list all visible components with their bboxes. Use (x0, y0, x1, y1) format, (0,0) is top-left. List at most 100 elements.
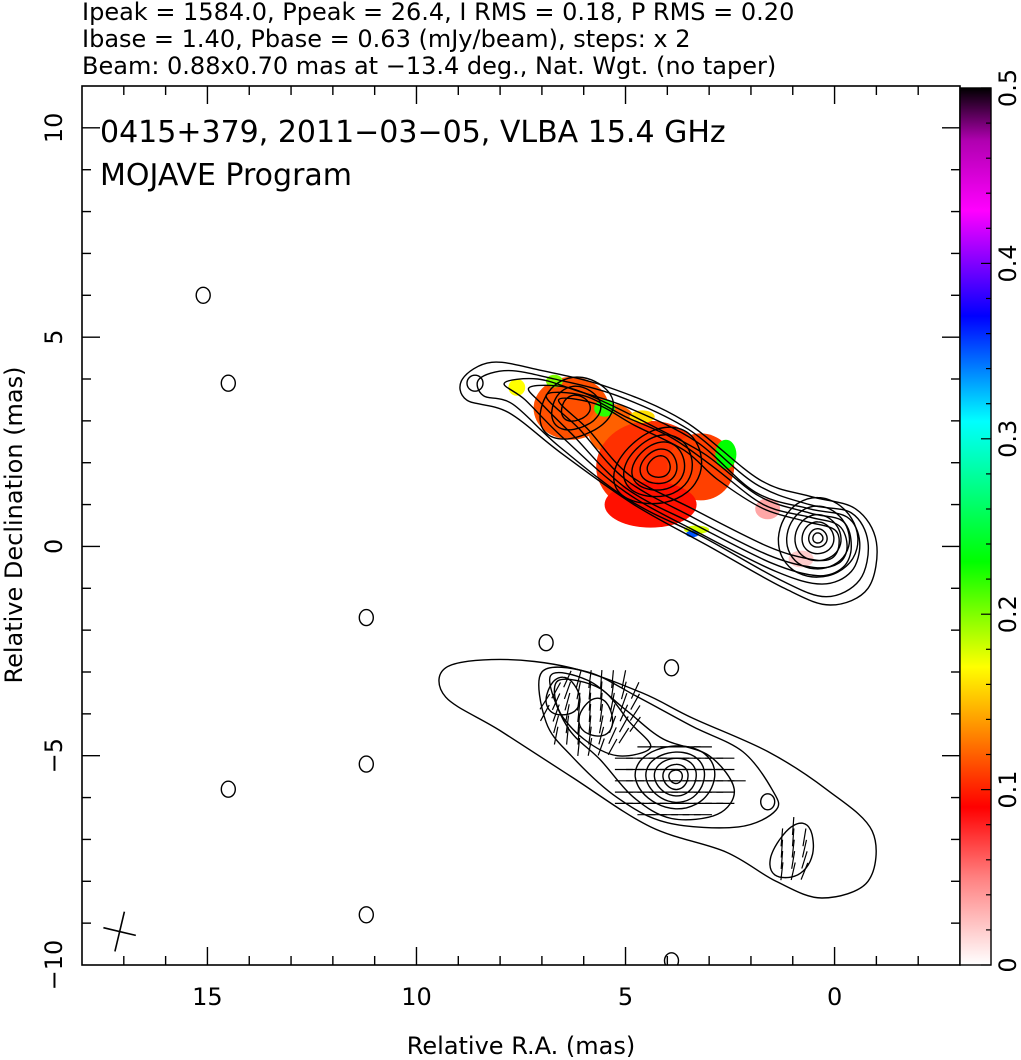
contour-line (545, 391, 848, 569)
evpa-vector (621, 670, 627, 689)
evpa-vector (551, 693, 561, 711)
contour-line (807, 527, 828, 548)
x-axis-label: Relative R.A. (mas) (407, 1032, 635, 1060)
isolated-feature (663, 952, 680, 965)
evpa-vector (629, 705, 641, 721)
evpa-vector (802, 828, 807, 847)
evpa-vector (609, 704, 616, 722)
contour-line (794, 513, 842, 562)
colorbar-gradient (959, 87, 992, 966)
contour-line (631, 441, 686, 491)
evpa-vector (565, 715, 570, 734)
evpa-vector (618, 716, 629, 733)
fractional-polarization-color-map (508, 374, 814, 568)
evpa-vector (588, 670, 592, 689)
evpa-vector (576, 681, 581, 700)
evpa-vector (563, 681, 572, 700)
contour-line (645, 751, 706, 804)
evpa-vector (620, 692, 628, 711)
evpa-vector (597, 738, 605, 756)
contour-line (646, 455, 671, 479)
evpa-vector (588, 703, 592, 723)
evpa-vector (588, 726, 592, 745)
evpa-vector (791, 839, 795, 858)
contour-line (503, 377, 861, 585)
evpa-vector (780, 862, 784, 881)
evpa-vector (790, 862, 796, 881)
contour-line (438, 658, 877, 899)
contour-line (527, 384, 853, 577)
contour-line (785, 505, 851, 570)
contour-line (653, 757, 697, 797)
evpa-vector (780, 850, 784, 869)
contour-line (545, 676, 581, 716)
evpa-vector (618, 727, 630, 744)
evpa-vector (566, 726, 569, 745)
evpa-vector (577, 737, 581, 756)
isolated-feature (663, 659, 680, 677)
contour-line (553, 678, 652, 757)
evpa-vector (610, 681, 615, 700)
colorbar: 0 0.1 0.2 0.3 0.4 0.5 (959, 69, 1021, 973)
y-tick-label: 0 (40, 539, 68, 554)
evpa-vector (611, 670, 614, 689)
colorbar-tick-label: 0 (994, 957, 1021, 972)
isolated-feature (358, 906, 374, 924)
isolated-feature (220, 780, 237, 798)
intensity-contours (438, 361, 878, 899)
evpa-vector (619, 704, 629, 722)
beam-minor-axis (103, 926, 136, 937)
isolated-feature (760, 793, 776, 811)
evpa-vector (791, 851, 796, 869)
contour-line (634, 745, 716, 810)
isolated-feature (220, 374, 237, 392)
isolated-features (103, 286, 776, 965)
contour-line (459, 361, 878, 606)
contour-line (769, 822, 815, 879)
evpa-vector (577, 704, 581, 723)
contour-line (539, 376, 615, 440)
y-axis-label: Relative Declination (mas) (0, 366, 28, 683)
evpa-vector (607, 738, 618, 756)
evpa-vector (608, 715, 617, 734)
plot-title-line-2: MOJAVE Program (100, 158, 352, 193)
header-line-3: Beam: 0.88x0.70 mas at −13.4 deg., Nat. … (82, 52, 777, 80)
isolated-feature (358, 608, 374, 627)
evpa-vector (577, 715, 580, 734)
contour-line (550, 385, 602, 431)
y-tick-label: −10 (40, 940, 68, 991)
colorbar-tick-label: 0.4 (994, 244, 1021, 282)
evpa-vector (539, 693, 551, 710)
contour-line (560, 394, 592, 422)
evpa-vector (551, 682, 562, 699)
plot-title-line-1: 0415+379, 2011−03−05, VLBA 15.4 GHz (100, 115, 726, 150)
evpa-vector (598, 715, 604, 734)
contour-line (578, 697, 614, 737)
evpa-vector (599, 704, 604, 722)
evpa-vector (563, 670, 572, 688)
x-tick-label: 5 (618, 983, 633, 1011)
header-line-2: Ibase = 1.40, Pbase = 0.63 (mJy/beam), s… (82, 25, 691, 53)
contour-line (668, 769, 684, 785)
evpa-vector (587, 737, 593, 756)
contour-line (613, 426, 703, 505)
contour-line (557, 397, 840, 562)
x-tick-label: 10 (401, 983, 432, 1011)
y-tick-label: −5 (40, 738, 68, 773)
evpa-vector (552, 704, 560, 722)
contour-line (812, 532, 824, 544)
evpa-vector (620, 681, 627, 700)
evpa-vector (600, 681, 603, 700)
evpa-vector (564, 692, 571, 711)
contour-line (476, 369, 870, 598)
contour-line (801, 521, 835, 555)
contour-line (622, 434, 694, 498)
evpa-vector (801, 839, 808, 858)
x-tick-label: 15 (192, 983, 223, 1011)
evpa-vector (553, 715, 560, 734)
isolated-feature (358, 755, 374, 773)
isolated-feature (538, 634, 554, 652)
contour-line (466, 374, 484, 392)
evpa-vector (565, 704, 570, 722)
